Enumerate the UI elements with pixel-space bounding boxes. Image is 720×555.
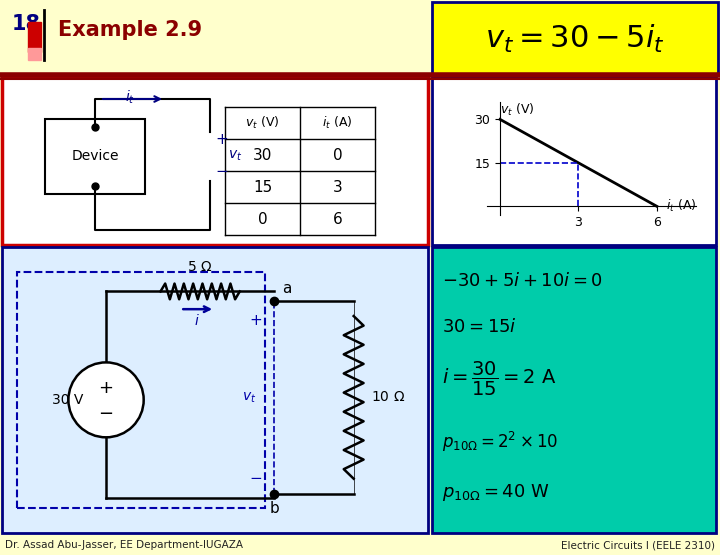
Text: 6: 6 xyxy=(333,211,343,226)
Text: 10 $\Omega$: 10 $\Omega$ xyxy=(372,390,405,405)
Bar xyxy=(45,119,145,194)
Text: Electric Circuits I (EELE 2310): Electric Circuits I (EELE 2310) xyxy=(561,540,715,550)
Text: $i_t$ (A): $i_t$ (A) xyxy=(323,115,353,131)
Text: $v_t = 30 - 5i_t$: $v_t = 30 - 5i_t$ xyxy=(485,22,665,54)
Text: 30 V: 30 V xyxy=(52,393,83,407)
Text: 15: 15 xyxy=(253,179,272,194)
Text: +: + xyxy=(99,379,114,397)
Bar xyxy=(28,22,41,52)
Text: 5 $\Omega$: 5 $\Omega$ xyxy=(187,260,213,274)
Bar xyxy=(2,77,428,245)
Text: Example 2.9: Example 2.9 xyxy=(58,20,202,40)
Text: $i$: $i$ xyxy=(194,313,200,328)
Text: $v_t$ (V): $v_t$ (V) xyxy=(246,115,279,131)
Text: $i_t$: $i_t$ xyxy=(125,89,135,107)
Text: $i = \dfrac{30}{15} = 2\ \mathrm{A}$: $i = \dfrac{30}{15} = 2\ \mathrm{A}$ xyxy=(442,360,557,397)
Text: Device: Device xyxy=(71,149,119,163)
Text: $-$: $-$ xyxy=(215,163,228,178)
Text: 30: 30 xyxy=(253,148,272,163)
Text: $v_t$: $v_t$ xyxy=(228,149,243,163)
Text: $p_{10\Omega} = 40\ \mathrm{W}$: $p_{10\Omega} = 40\ \mathrm{W}$ xyxy=(442,482,549,503)
Text: $30 = 15i$: $30 = 15i$ xyxy=(442,318,517,336)
Bar xyxy=(432,247,716,533)
Text: $p_{10\Omega} = 2^2 \times 10$: $p_{10\Omega} = 2^2 \times 10$ xyxy=(442,430,558,453)
Bar xyxy=(28,48,41,60)
Text: $i_t$ (A): $i_t$ (A) xyxy=(665,198,696,214)
Text: $v_t$ (V): $v_t$ (V) xyxy=(500,102,534,118)
Text: Dr. Assad Abu-Jasser, EE Department-IUGAZA: Dr. Assad Abu-Jasser, EE Department-IUGA… xyxy=(5,540,243,550)
Circle shape xyxy=(68,362,144,437)
Text: +: + xyxy=(215,132,228,147)
Text: $-$: $-$ xyxy=(249,468,263,483)
Text: $-$: $-$ xyxy=(99,403,114,421)
Bar xyxy=(432,2,718,75)
Text: +: + xyxy=(250,313,263,328)
Text: 18: 18 xyxy=(12,14,41,34)
Bar xyxy=(17,272,264,508)
Text: $v_t$: $v_t$ xyxy=(242,390,256,405)
Bar xyxy=(2,247,428,533)
Bar xyxy=(432,77,716,245)
Text: b: b xyxy=(269,501,279,516)
Text: 0: 0 xyxy=(258,211,267,226)
Text: 3: 3 xyxy=(333,179,343,194)
Text: 0: 0 xyxy=(333,148,342,163)
Text: a: a xyxy=(282,281,292,296)
Text: $-30 + 5i + 10i = 0$: $-30 + 5i + 10i = 0$ xyxy=(442,273,603,290)
